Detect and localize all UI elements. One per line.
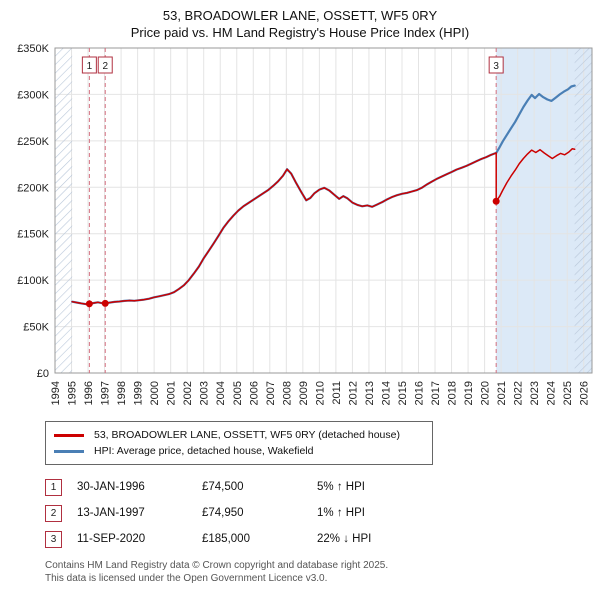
svg-text:2005: 2005 [232,381,244,405]
svg-text:1998: 1998 [116,381,128,405]
svg-text:£300K: £300K [17,89,49,101]
sale-date: 30-JAN-1996 [77,481,145,493]
sale-row: 1 30-JAN-1996 £74,500 5% ↑ HPI [45,474,600,500]
svg-text:2025: 2025 [562,381,574,405]
legend-swatch [54,433,84,437]
sale-hpi-delta: 5% ↑ HPI [317,481,365,493]
legend-item-property: 53, BROADOWLER LANE, OSSETT, WF5 0RY (de… [54,427,424,443]
svg-text:£100K: £100K [17,275,49,287]
svg-text:1995: 1995 [67,381,79,405]
svg-text:2006: 2006 [248,381,260,405]
svg-text:1999: 1999 [133,381,145,405]
svg-text:£350K: £350K [17,43,49,55]
svg-text:2002: 2002 [182,381,194,405]
svg-text:2021: 2021 [496,381,508,405]
svg-text:£50K: £50K [23,322,49,334]
svg-text:1994: 1994 [50,381,62,405]
svg-text:2003: 2003 [199,381,211,405]
svg-text:2009: 2009 [298,381,310,405]
svg-text:£0: £0 [37,368,49,380]
sale-price: £185,000 [202,533,250,545]
chart-legend: 53, BROADOWLER LANE, OSSETT, WF5 0RY (de… [45,421,433,465]
svg-text:2010: 2010 [314,381,326,405]
svg-text:2016: 2016 [414,381,426,405]
svg-text:2020: 2020 [480,381,492,405]
svg-text:1996: 1996 [83,381,95,405]
svg-text:2000: 2000 [149,381,161,405]
svg-text:2004: 2004 [215,381,227,405]
page-subtitle: Price paid vs. HM Land Registry's House … [130,25,470,40]
svg-text:3: 3 [493,61,499,72]
svg-text:2012: 2012 [347,381,359,405]
svg-text:2019: 2019 [463,381,475,405]
svg-text:1: 1 [87,61,93,72]
svg-text:2022: 2022 [513,381,525,405]
sale-date: 13-JAN-1997 [77,507,145,519]
svg-text:£250K: £250K [17,136,49,148]
footer-copyright-line2: This data is licensed under the Open Gov… [45,573,328,584]
svg-text:2001: 2001 [166,381,178,405]
svg-text:2026: 2026 [579,381,591,405]
svg-text:1997: 1997 [100,381,112,405]
svg-text:£150K: £150K [17,229,49,241]
legend-item-hpi: HPI: Average price, detached house, Wake… [54,443,424,459]
sale-price: £74,500 [202,481,244,493]
sale-hpi-delta: 1% ↑ HPI [317,507,365,519]
svg-text:2024: 2024 [546,381,558,405]
svg-text:2013: 2013 [364,381,376,405]
svg-text:2017: 2017 [430,381,442,405]
chart-header: 53, BROADOWLER LANE, OSSETT, WF5 0RY Pri… [0,0,600,41]
legend-swatch [54,449,84,453]
svg-text:2008: 2008 [281,381,293,405]
legend-label-hpi: HPI: Average price, detached house, Wake… [94,445,314,457]
svg-text:2023: 2023 [529,381,541,405]
svg-text:2018: 2018 [447,381,459,405]
svg-text:2015: 2015 [397,381,409,405]
svg-text:2014: 2014 [380,381,392,405]
svg-text:2007: 2007 [265,381,277,405]
footer-copyright-line1: Contains HM Land Registry data © Crown c… [45,560,389,571]
sale-date: 11-SEP-2020 [77,533,146,545]
svg-text:2: 2 [102,61,108,72]
sale-hpi-delta: 22% ↓ HPI [317,533,372,545]
sale-number-badge: 2 [45,504,62,522]
sale-number-badge: 1 [45,478,62,496]
legend-label-property: 53, BROADOWLER LANE, OSSETT, WF5 0RY (de… [94,429,400,441]
sales-table: 1 30-JAN-1996 £74,500 5% ↑ HPI 2 13-JAN-… [45,474,600,552]
footer-copyright: Contains HM Land Registry data © Crown c… [45,559,600,585]
sale-row: 3 11-SEP-2020 £185,000 22% ↓ HPI [45,526,600,552]
svg-text:2011: 2011 [331,381,343,405]
sale-price: £74,950 [202,507,244,519]
svg-text:£200K: £200K [17,182,49,194]
sale-row: 2 13-JAN-1997 £74,950 1% ↑ HPI [45,500,600,526]
page-title: 53, BROADOWLER LANE, OSSETT, WF5 0RY [162,8,438,23]
sale-number-badge: 3 [45,530,62,548]
price-chart-svg: 1 2 3 £0 £50K £100K £150K £200K £250K £300K £350K 1… [17,43,593,405]
